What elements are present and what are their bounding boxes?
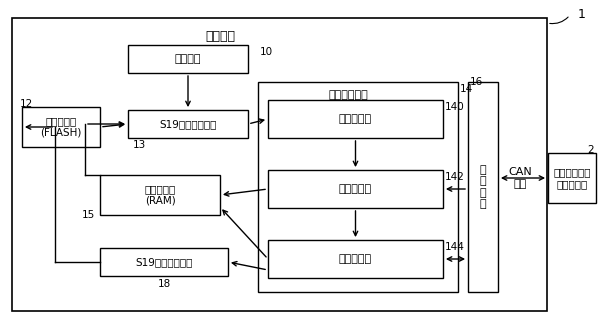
Text: 12: 12 <box>20 99 33 109</box>
Text: 第二存储器
(RAM): 第二存储器 (RAM) <box>144 184 175 206</box>
Bar <box>128 45 248 73</box>
Bar <box>268 100 443 138</box>
Text: 设置单元: 设置单元 <box>175 54 201 64</box>
Bar <box>12 18 547 311</box>
Text: 读写子单元: 读写子单元 <box>339 184 372 194</box>
Text: 13: 13 <box>133 140 146 150</box>
Text: 标定装置: 标定装置 <box>205 30 235 43</box>
Text: CAN
总线: CAN 总线 <box>508 167 532 189</box>
Bar <box>100 175 220 215</box>
Bar <box>258 82 458 292</box>
Text: 144: 144 <box>445 242 465 252</box>
Text: 14: 14 <box>460 84 473 94</box>
Text: 18: 18 <box>157 279 171 289</box>
Text: 140: 140 <box>445 102 465 112</box>
Bar <box>268 170 443 208</box>
Text: 解析子单元: 解析子单元 <box>339 114 372 124</box>
Bar <box>128 110 248 138</box>
Text: 16: 16 <box>470 77 483 87</box>
Text: 通
信
单
元: 通 信 单 元 <box>480 165 486 209</box>
Bar <box>468 82 498 292</box>
Text: 标定子单元: 标定子单元 <box>339 254 372 264</box>
Text: S19文件更新单元: S19文件更新单元 <box>135 257 193 267</box>
Text: 142: 142 <box>445 172 465 182</box>
Text: 1: 1 <box>578 8 586 21</box>
Text: 15: 15 <box>82 210 95 220</box>
Bar <box>548 153 596 203</box>
Text: S19文件编译单元: S19文件编译单元 <box>159 119 217 129</box>
Text: 待标定汽车电
子控制单元: 待标定汽车电 子控制单元 <box>554 167 591 189</box>
Text: 10: 10 <box>260 47 273 57</box>
Text: 匹配标定单元: 匹配标定单元 <box>328 90 368 100</box>
Bar <box>22 107 100 147</box>
Bar <box>100 248 228 276</box>
Text: 2: 2 <box>587 145 594 155</box>
Text: 第一存储器
(FLASH): 第一存储器 (FLASH) <box>40 116 82 138</box>
Bar <box>268 240 443 278</box>
